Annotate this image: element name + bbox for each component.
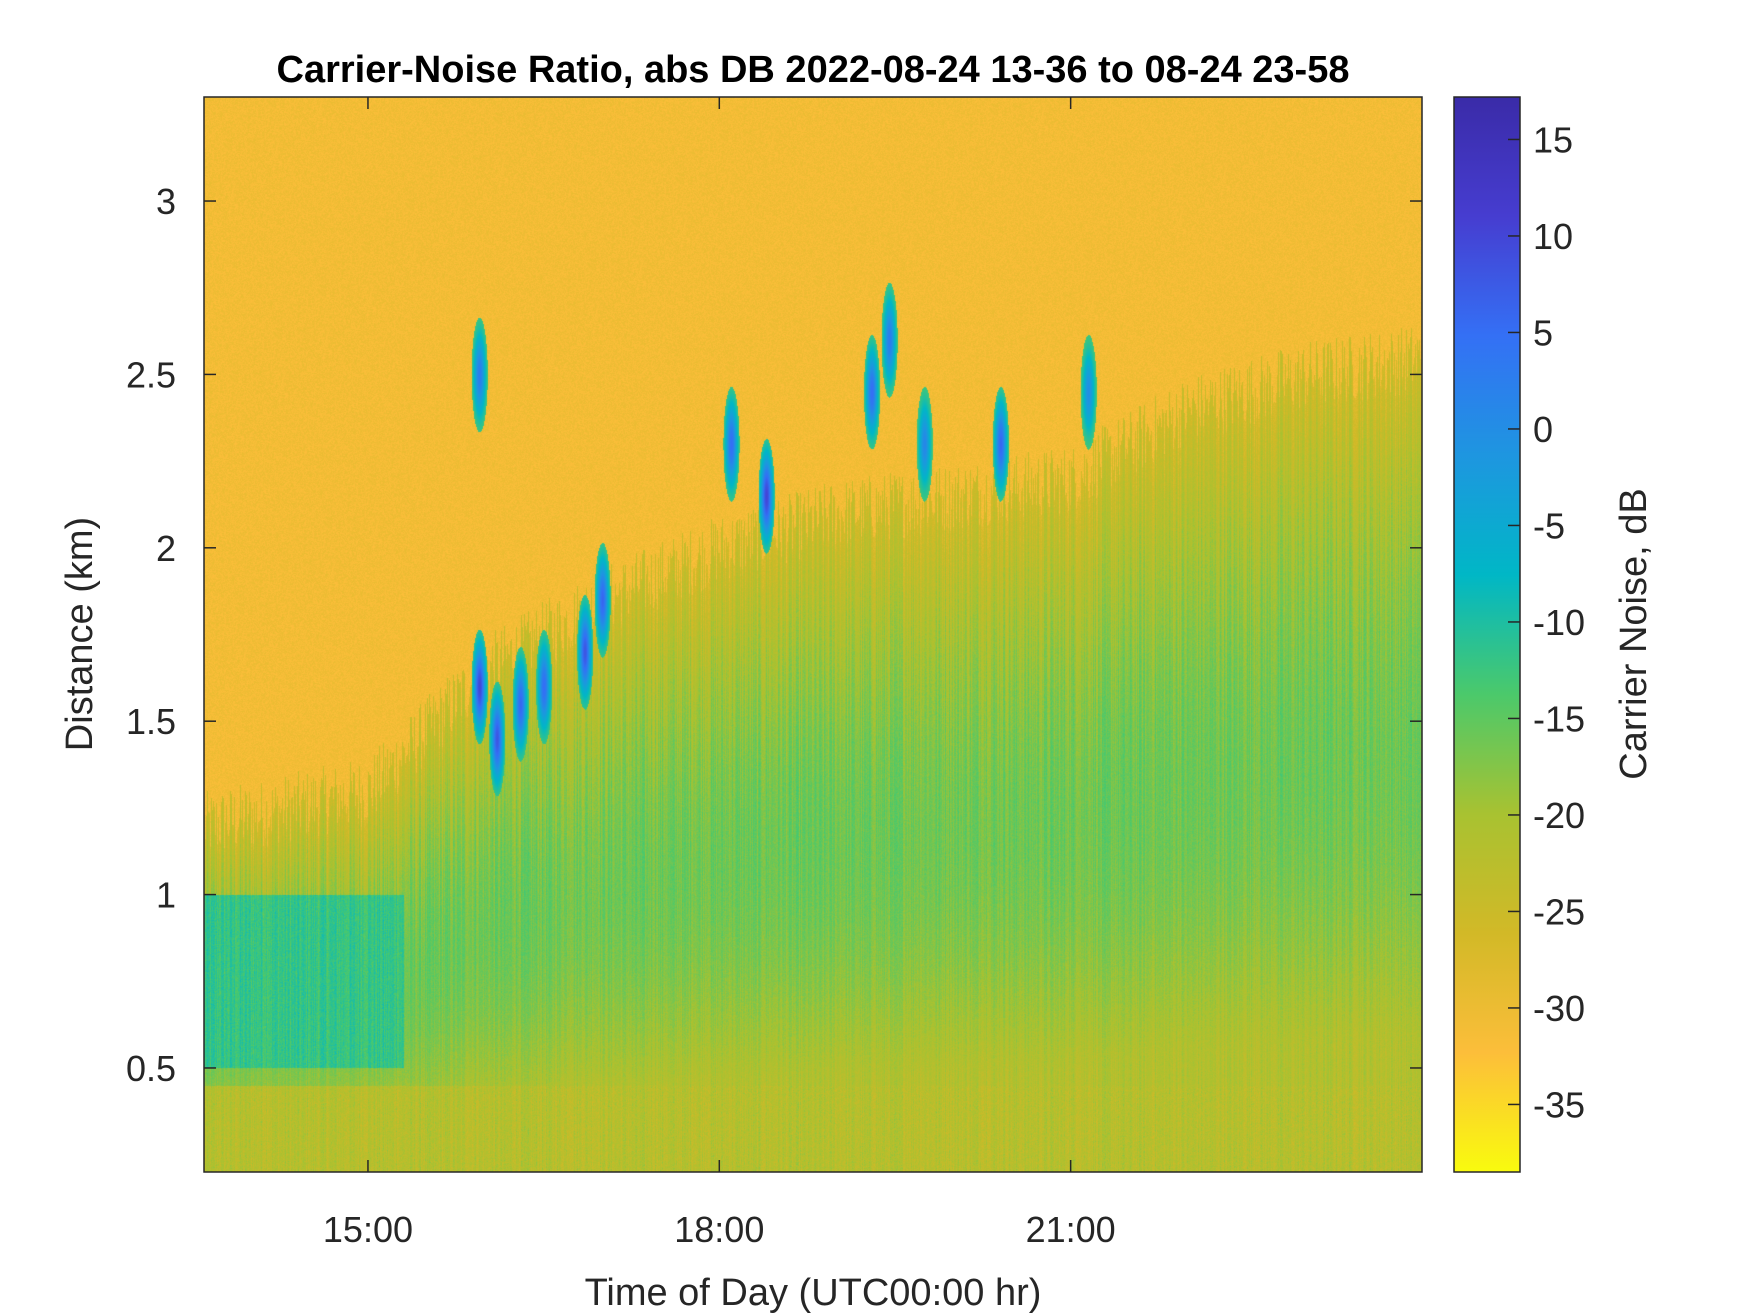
y-tick-label: 0.5: [126, 1048, 176, 1089]
y-axis-label: Distance (km): [59, 517, 101, 751]
y-tick-label: 2.5: [126, 354, 176, 395]
x-axis-label: Time of Day (UTC00:00 hr): [585, 1272, 1042, 1313]
plot-area: 15:00 18:00 21:00 0.5 1 1.5 2 2.5 3: [126, 96, 1423, 1250]
y-axis-ticks: 0.5 1 1.5 2 2.5 3: [126, 181, 1422, 1089]
colorbar-tick-label: -35: [1533, 1084, 1585, 1125]
x-tick-label: 18:00: [674, 1209, 764, 1250]
colorbar-tick-label: -30: [1533, 988, 1585, 1029]
chart-title: Carrier-Noise Ratio, abs DB 2022-08-24 1…: [277, 49, 1350, 91]
colorbar-tick-label: 0: [1533, 409, 1553, 450]
plot-frame: [203, 96, 1423, 1173]
colorbar-tick-label: -10: [1533, 602, 1585, 643]
colorbar-tick-label: 15: [1533, 119, 1573, 160]
colorbar-tick-label: -5: [1533, 505, 1565, 546]
colorbar-tick-label: -20: [1533, 795, 1585, 836]
colorbar-label: Carrier Noise, dB: [1613, 488, 1655, 779]
heatmap-image: [204, 97, 1422, 1172]
y-tick-label: 1: [156, 875, 176, 916]
x-tick-label: 21:00: [1026, 1209, 1116, 1250]
colorbar-tick-label: -25: [1533, 891, 1585, 932]
x-axis-ticks: 15:00 18:00 21:00: [323, 97, 1116, 1250]
y-tick-label: 3: [156, 181, 176, 222]
colorbar-ticks: 15 10 5 0 -5 -10 -15 -20 -25 -30 -35: [1508, 119, 1585, 1125]
x-tick-label: 15:00: [323, 1209, 413, 1250]
colorbar-tick-label: 5: [1533, 312, 1553, 353]
colorbar-tick-label: -15: [1533, 698, 1585, 739]
y-tick-label: 1.5: [126, 701, 176, 742]
colorbar-tick-label: 10: [1533, 216, 1573, 257]
y-tick-label: 2: [156, 528, 176, 569]
colorbar: 15 10 5 0 -5 -10 -15 -20 -25 -30 -35: [1453, 96, 1585, 1173]
colorbar-gradient: [1453, 96, 1521, 1173]
